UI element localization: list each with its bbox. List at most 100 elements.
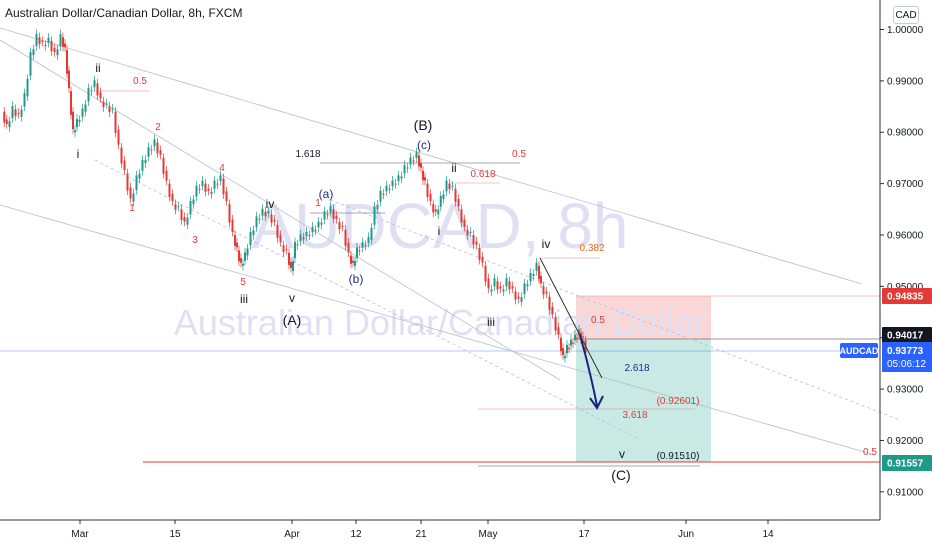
y-tick-label: 0.95000 <box>887 282 924 293</box>
trend-line <box>94 159 641 441</box>
candle-body <box>50 40 53 52</box>
wave-label: 2.618 <box>624 363 649 374</box>
wave-label: 0.5 <box>133 76 147 87</box>
candle-body <box>210 191 213 194</box>
candle-body <box>545 291 548 294</box>
candle-body <box>294 242 296 259</box>
candle-body <box>296 244 299 246</box>
candle-body <box>129 187 132 199</box>
candle-body <box>240 258 242 263</box>
candle-body <box>403 165 406 174</box>
candle-body <box>126 173 129 191</box>
candle-body <box>132 193 135 202</box>
candle-body <box>255 216 258 228</box>
candle-body <box>520 297 523 302</box>
candle-body <box>114 111 117 133</box>
candle-body <box>448 183 451 190</box>
candle-body <box>225 191 228 202</box>
candle-body <box>323 211 326 220</box>
candle-body <box>391 180 394 187</box>
wave-label: 0.5 <box>512 149 526 160</box>
candle-body <box>511 286 514 289</box>
wave-label: 3.618 <box>622 410 647 421</box>
candle-body <box>332 209 335 219</box>
trend-line <box>0 39 561 381</box>
candle-body <box>548 296 551 310</box>
candle-body <box>409 157 412 165</box>
wave-label: (a) <box>319 187 334 201</box>
candle-body <box>439 195 442 207</box>
candle-body <box>238 250 240 262</box>
candle-body <box>120 147 123 164</box>
trend-line <box>0 27 863 285</box>
candle-body <box>261 208 264 216</box>
wave-label: iii <box>487 315 495 329</box>
target-price-tag-text: 0.91557 <box>887 459 924 470</box>
wave-label: v <box>289 291 295 305</box>
candle-body <box>249 231 252 246</box>
candle-body <box>273 219 276 222</box>
candle-body <box>397 175 400 182</box>
candle-body <box>424 177 426 181</box>
wave-label: 1 <box>129 203 135 214</box>
candle-body <box>576 337 578 339</box>
candle-body <box>177 206 180 208</box>
current-price-text: 0.93773 <box>887 346 924 357</box>
candle-body <box>432 204 435 213</box>
candle-body <box>5 119 8 125</box>
candle-body <box>195 185 198 197</box>
candle-body <box>84 104 87 112</box>
candle-body <box>26 78 29 97</box>
candle-body <box>111 108 114 110</box>
candle-body <box>434 209 437 212</box>
candle-body <box>236 242 238 248</box>
candle-body <box>499 286 502 289</box>
target-zone <box>576 340 711 462</box>
candle-body <box>364 245 367 247</box>
candle-body <box>437 209 440 215</box>
candle-body <box>156 142 159 154</box>
candle-body <box>523 283 526 295</box>
candle-body <box>189 201 192 215</box>
x-tick-label: 14 <box>762 529 774 540</box>
arrow-head <box>589 395 604 410</box>
candle-body <box>412 160 415 162</box>
candle-body <box>153 139 156 147</box>
candle-body <box>329 206 332 212</box>
symbol-badge-bg <box>840 343 878 358</box>
candle-body <box>285 249 288 251</box>
entry-price-tag-bg <box>882 327 932 343</box>
y-tick-label: 0.99000 <box>887 76 924 87</box>
candle-body <box>299 234 302 242</box>
wave-label: (B) <box>414 117 433 133</box>
candle-body <box>451 185 454 187</box>
currency-button[interactable]: CAD <box>893 6 919 24</box>
candle-body <box>32 49 35 56</box>
y-tick-label: 1.00000 <box>887 25 924 36</box>
candle-body <box>554 317 557 331</box>
candle-body <box>560 337 562 352</box>
wave-label: iv <box>266 197 275 211</box>
candle-body <box>29 52 32 76</box>
candle-body <box>3 111 6 123</box>
candle-body <box>165 170 168 181</box>
wave-label: 3 <box>192 235 198 246</box>
candle-body <box>484 265 487 282</box>
wave-label: v <box>619 447 625 461</box>
candle-body <box>326 214 329 216</box>
candle-body <box>314 229 317 231</box>
candle-body <box>244 252 246 261</box>
wave-label: (A) <box>283 312 302 328</box>
candle-body <box>201 180 204 187</box>
candle-body <box>141 159 144 171</box>
candle-body <box>81 108 84 117</box>
candle-body <box>138 173 141 179</box>
candle-body <box>361 242 364 248</box>
candle-body <box>292 261 294 271</box>
projection-line <box>539 257 603 379</box>
entry-price-tag-text: 0.94017 <box>887 331 924 342</box>
x-tick-label: 15 <box>169 529 181 540</box>
candle-body <box>572 342 574 344</box>
candle-body <box>204 183 207 192</box>
